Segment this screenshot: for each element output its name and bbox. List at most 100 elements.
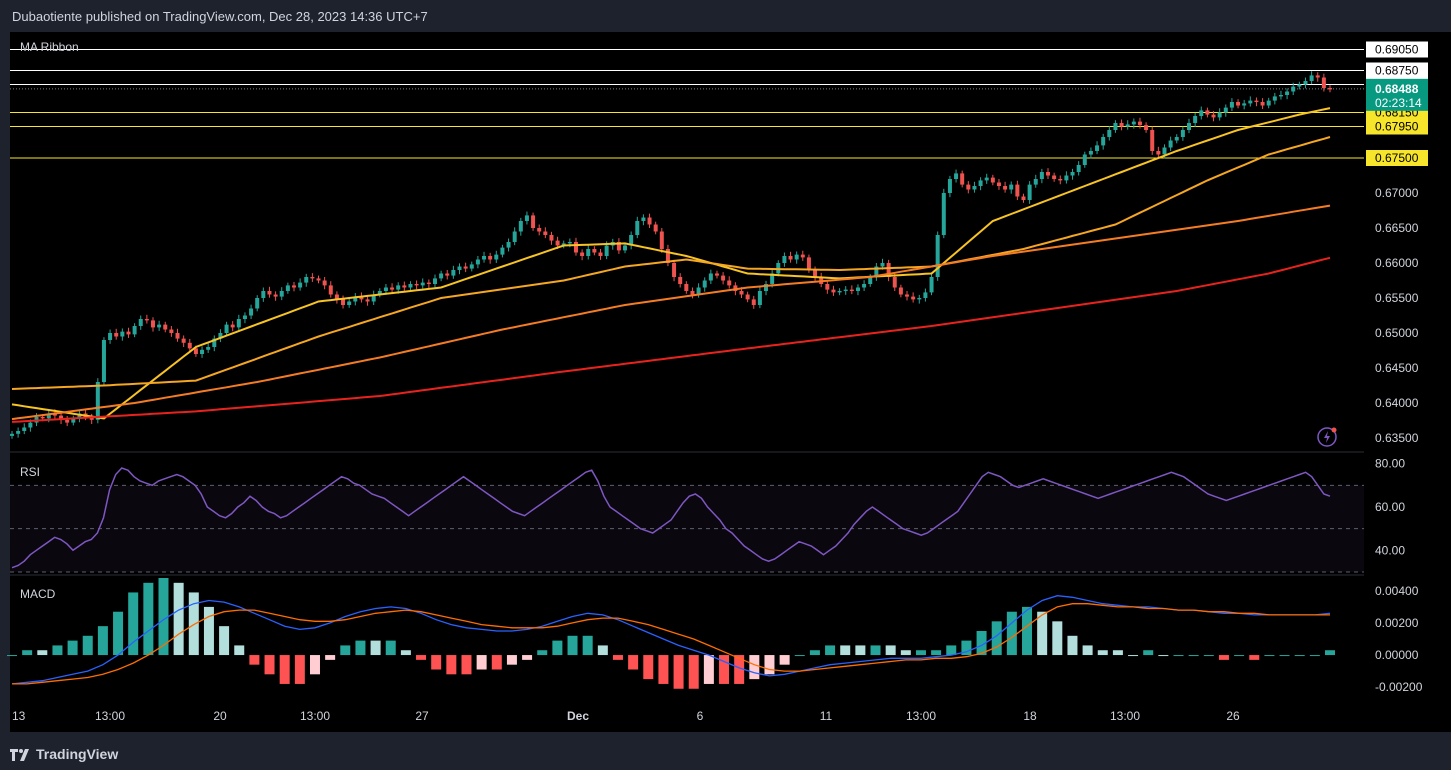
candle-body [224, 324, 229, 333]
macd-histogram-bar [1128, 655, 1139, 657]
time-tick: 20 [213, 709, 227, 723]
macd-histogram-bar [703, 655, 714, 684]
candle-body [1076, 165, 1081, 172]
candle-body [966, 184, 971, 190]
candle-body [604, 245, 609, 256]
candle-body [1113, 123, 1118, 130]
candle-body [623, 245, 628, 251]
candle-body [65, 419, 70, 423]
candle-body [806, 257, 811, 270]
candle-body [874, 266, 879, 277]
candle-body [1303, 81, 1308, 85]
candle-body [89, 417, 94, 420]
candle-body [359, 296, 364, 300]
candle-body [1039, 172, 1044, 179]
candle-body [22, 427, 27, 431]
macd-histogram-bar [734, 655, 745, 684]
countdown-label: 02:23:14 [1375, 96, 1422, 110]
candle-body [886, 263, 891, 277]
candle-body [212, 338, 217, 347]
candle-body [1137, 121, 1142, 126]
candle-body [310, 277, 315, 279]
candle-body [1291, 86, 1296, 92]
candle-body [911, 296, 916, 300]
macd-histogram-bar [643, 655, 654, 680]
candle-body [984, 177, 989, 181]
candle-body [923, 292, 928, 298]
ma-ribbon-label[interactable]: MA Ribbon [20, 40, 79, 54]
price-axis[interactable] [1364, 32, 1451, 732]
macd-histogram-bar [97, 626, 108, 656]
candle-body [788, 256, 793, 260]
candle-body [954, 173, 959, 179]
macd-histogram-bar [931, 650, 942, 656]
candle-body [1242, 103, 1247, 106]
candle-body [996, 182, 1001, 186]
macd-histogram-bar [1112, 650, 1123, 656]
macd-histogram-bar [719, 655, 730, 684]
publisher-text: Dubaotiente published on TradingView.com… [12, 8, 428, 24]
candle-body [187, 342, 192, 349]
candle-body [138, 319, 143, 326]
candle-body [249, 308, 254, 316]
rsi-label[interactable]: RSI [20, 465, 41, 479]
candle-body [898, 287, 903, 295]
candle-body [739, 291, 744, 295]
macd-histogram-bar [1249, 655, 1260, 660]
time-tick: 13:00 [1110, 709, 1140, 723]
candle-body [1266, 100, 1271, 106]
level-label: 0.69050 [1375, 43, 1419, 57]
candle-body [1168, 140, 1173, 148]
current-price-label: 0.68488 [1375, 82, 1419, 96]
candle-body [261, 291, 266, 298]
candle-body [500, 247, 505, 255]
time-tick: 27 [415, 709, 429, 723]
level-label: 0.67500 [1375, 151, 1419, 165]
candle-body [1309, 75, 1314, 81]
candle-body [365, 299, 370, 302]
candle-body [868, 277, 873, 284]
candle-body [524, 215, 529, 221]
tradingview-logo[interactable]: TradingView [10, 746, 118, 762]
candle-body [764, 284, 769, 291]
macd-histogram-bar [1082, 645, 1093, 656]
candle-body [1131, 121, 1136, 125]
candle-body [647, 217, 652, 225]
candle-body [929, 277, 934, 293]
candle-body [432, 278, 437, 284]
candle-body [242, 315, 247, 319]
candle-body [659, 231, 664, 249]
candle-body [1229, 102, 1234, 108]
time-tick: 13 [12, 709, 26, 723]
chart-area[interactable] [10, 32, 1364, 732]
candle-body [1003, 186, 1008, 190]
macd-histogram-bar [1279, 655, 1290, 657]
candle-body [978, 180, 983, 186]
candle-body [678, 277, 683, 284]
macd-histogram-bar [673, 655, 684, 689]
candle-body [120, 331, 125, 337]
macd-histogram-bar [219, 626, 230, 656]
macd-histogram-bar [279, 655, 290, 684]
macd-histogram-bar [143, 582, 154, 656]
macd-histogram-bar [915, 650, 926, 656]
candle-body [144, 319, 149, 321]
macd-histogram-bar [476, 655, 487, 670]
candle-body [1162, 147, 1167, 155]
candle-body [757, 291, 762, 305]
candle-body [451, 270, 456, 276]
macd-histogram-bar [7, 655, 17, 657]
candle-body [1119, 123, 1124, 127]
candle-body [708, 273, 713, 281]
level-label-bg [1366, 150, 1428, 166]
macd-histogram-bar [1022, 606, 1033, 656]
macd-label[interactable]: MACD [20, 587, 56, 601]
footer: TradingView [0, 738, 1451, 770]
candle-body [95, 382, 100, 420]
signal-line [12, 603, 1330, 685]
macd-histogram-bar [309, 655, 320, 675]
macd-histogram-bar [446, 655, 457, 675]
candle-body [1101, 137, 1106, 146]
candle-body [849, 289, 854, 291]
macd-histogram-bar [976, 630, 987, 656]
